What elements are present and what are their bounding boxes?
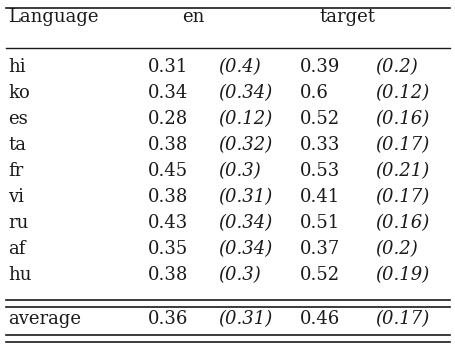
Text: (0.16): (0.16) — [374, 110, 428, 128]
Text: (0.4): (0.4) — [217, 58, 260, 76]
Text: 0.37: 0.37 — [299, 240, 339, 258]
Text: 0.46: 0.46 — [299, 310, 339, 328]
Text: hi: hi — [8, 58, 25, 76]
Text: 0.51: 0.51 — [299, 214, 339, 232]
Text: 0.53: 0.53 — [299, 162, 339, 180]
Text: 0.43: 0.43 — [148, 214, 188, 232]
Text: target: target — [319, 8, 374, 26]
Text: (0.34): (0.34) — [217, 214, 272, 232]
Text: ko: ko — [8, 84, 30, 102]
Text: af: af — [8, 240, 25, 258]
Text: 0.34: 0.34 — [148, 84, 188, 102]
Text: 0.41: 0.41 — [299, 188, 339, 206]
Text: 0.36: 0.36 — [148, 310, 188, 328]
Text: fr: fr — [8, 162, 23, 180]
Text: (0.2): (0.2) — [374, 58, 417, 76]
Text: (0.19): (0.19) — [374, 266, 428, 284]
Text: (0.12): (0.12) — [217, 110, 272, 128]
Text: (0.2): (0.2) — [374, 240, 417, 258]
Text: 0.52: 0.52 — [299, 266, 339, 284]
Text: 0.35: 0.35 — [148, 240, 188, 258]
Text: average: average — [8, 310, 81, 328]
Text: 0.39: 0.39 — [299, 58, 339, 76]
Text: (0.21): (0.21) — [374, 162, 428, 180]
Text: (0.3): (0.3) — [217, 266, 260, 284]
Text: (0.16): (0.16) — [374, 214, 428, 232]
Text: (0.31): (0.31) — [217, 310, 272, 328]
Text: 0.38: 0.38 — [148, 266, 188, 284]
Text: (0.17): (0.17) — [374, 310, 428, 328]
Text: (0.34): (0.34) — [217, 84, 272, 102]
Text: es: es — [8, 110, 28, 128]
Text: 0.6: 0.6 — [299, 84, 328, 102]
Text: 0.28: 0.28 — [148, 110, 188, 128]
Text: ta: ta — [8, 136, 26, 154]
Text: en: en — [182, 8, 204, 26]
Text: 0.38: 0.38 — [148, 188, 188, 206]
Text: ru: ru — [8, 214, 28, 232]
Text: (0.34): (0.34) — [217, 240, 272, 258]
Text: (0.17): (0.17) — [374, 188, 428, 206]
Text: 0.45: 0.45 — [148, 162, 188, 180]
Text: 0.52: 0.52 — [299, 110, 339, 128]
Text: (0.32): (0.32) — [217, 136, 272, 154]
Text: (0.17): (0.17) — [374, 136, 428, 154]
Text: hu: hu — [8, 266, 31, 284]
Text: (0.31): (0.31) — [217, 188, 272, 206]
Text: (0.12): (0.12) — [374, 84, 428, 102]
Text: 0.38: 0.38 — [148, 136, 188, 154]
Text: vi: vi — [8, 188, 24, 206]
Text: 0.31: 0.31 — [148, 58, 188, 76]
Text: 0.33: 0.33 — [299, 136, 339, 154]
Text: Language: Language — [8, 8, 98, 26]
Text: (0.3): (0.3) — [217, 162, 260, 180]
